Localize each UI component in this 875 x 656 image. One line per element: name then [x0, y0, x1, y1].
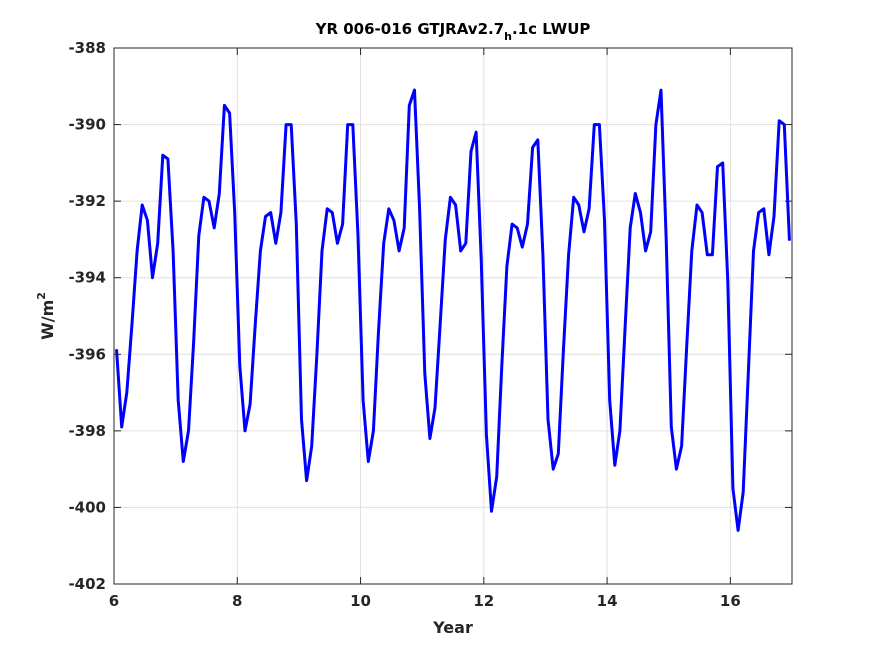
axes-box — [113, 47, 793, 585]
y-tick-label: -396 — [68, 345, 106, 363]
y-tick-label: -398 — [68, 422, 106, 440]
y-tick-label: -402 — [68, 575, 106, 593]
y-axis-title: W/m2 — [35, 292, 57, 340]
plot-background — [114, 48, 792, 584]
y-tick-label: -400 — [68, 498, 106, 516]
x-tick-label: 8 — [232, 592, 242, 610]
x-tick-label: 6 — [109, 592, 119, 610]
x-tick-label: 16 — [720, 592, 741, 610]
y-tick-label: -388 — [68, 39, 106, 57]
axes-frame — [113, 47, 793, 585]
x-axis-title: Year — [432, 618, 473, 637]
y-tick-labels: -388 -390 -392 -394 -396 -398 -400 -402 — [68, 39, 106, 593]
y-tick-label: -392 — [68, 192, 106, 210]
y-tick-label: -390 — [68, 116, 106, 134]
y-tick-label: -394 — [68, 269, 106, 287]
x-tick-label: 14 — [597, 592, 618, 610]
x-tick-labels: 6 8 10 12 14 16 — [109, 592, 741, 610]
x-tick-label: 10 — [350, 592, 371, 610]
x-tick-label: 12 — [473, 592, 494, 610]
series-line — [115, 88, 791, 532]
chart-title: YR 006-016 GTJRAv2.7h.1c LWUP — [315, 20, 591, 43]
